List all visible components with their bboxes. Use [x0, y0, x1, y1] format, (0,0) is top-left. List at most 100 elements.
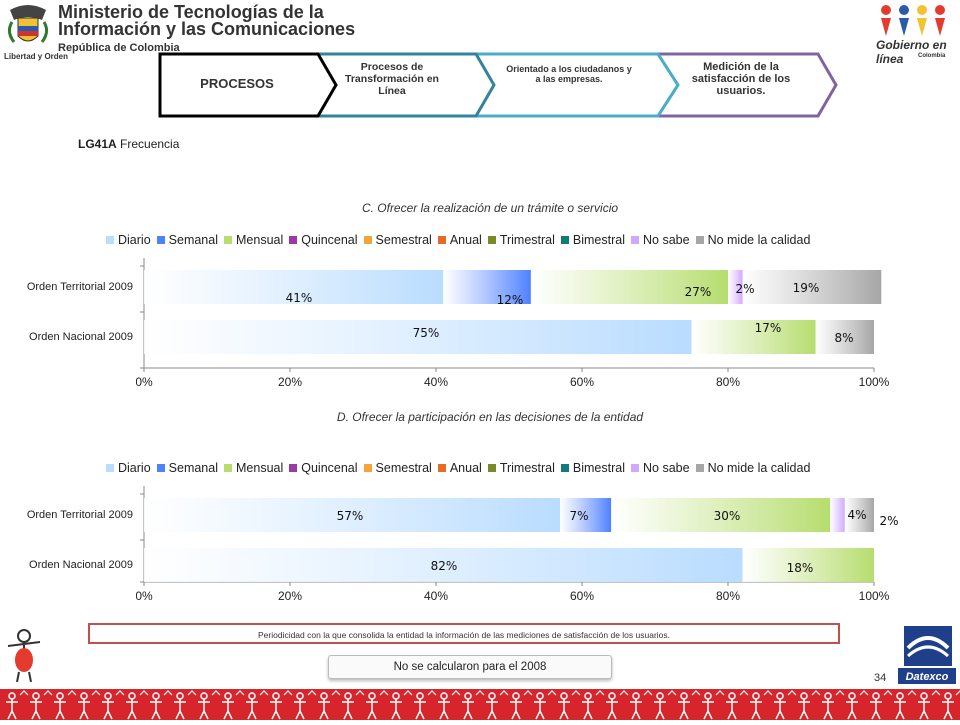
chart-c-row-label: Orden Nacional 2009 [29, 331, 133, 343]
mascot-figure [6, 628, 46, 683]
data-label: 4% [847, 508, 866, 522]
legend-swatch [363, 464, 372, 472]
x-tick-label: 40% [424, 589, 448, 603]
bar-segment [144, 270, 444, 304]
legend-label: Semestral [375, 233, 432, 247]
legend-label: Anual [449, 233, 482, 247]
legend-swatch [695, 464, 704, 472]
legend-item: No mide la calidad [695, 233, 811, 247]
footer-figure [126, 690, 149, 720]
data-label: 17% [755, 321, 782, 335]
process-bar [158, 52, 838, 118]
legend-label: Diario [118, 461, 151, 475]
question-label: LG41A Frecuencia [78, 137, 179, 151]
legend-item: Anual [437, 233, 482, 247]
footer-figure [54, 690, 77, 720]
x-tick-label: 20% [278, 589, 302, 603]
legend-label: No sabe [643, 233, 690, 247]
footer-figure [294, 690, 317, 720]
ministry-line-1: Ministerio de Tecnologías de la [58, 2, 324, 22]
footer-figure [654, 690, 677, 720]
data-label: 12% [497, 293, 524, 307]
footer-figure [846, 690, 869, 720]
bar-segment [611, 498, 831, 532]
footer-figure [798, 690, 821, 720]
process-step-0-shape [158, 52, 338, 118]
x-tick-label: 20% [278, 375, 302, 389]
footer-figure [246, 690, 269, 720]
datexco-logo: Datexco [896, 624, 958, 686]
footer-figure [198, 690, 221, 720]
legend-item: Semestral [363, 461, 432, 475]
legend-item: Diario [106, 461, 151, 475]
legend-swatch [437, 236, 446, 244]
legend-label: Quincenal [301, 233, 358, 247]
chart-d-legend: Diario Semanal Mensual Quincenal Semestral An… [106, 461, 886, 475]
legend-item: Diario [106, 233, 151, 247]
x-tick-label: 40% [424, 375, 448, 389]
legend-label: Bimestral [572, 233, 625, 247]
process-step-procesos: PROCESOS [200, 76, 274, 91]
chart-d-row-label: Orden Nacional 2009 [29, 559, 133, 571]
legend-item: Bimestral [560, 461, 625, 475]
legend-item: Bimestral [560, 233, 625, 247]
gobierno-en-linea-title: Gobierno en línea [876, 38, 947, 66]
process-step-medicion: Medición de la satisfacción de los usuar… [691, 61, 791, 97]
footer-pattern [0, 689, 960, 720]
process-step-transformacion: Procesos de Transformación en Línea [345, 61, 439, 97]
footer-figure [534, 690, 557, 720]
legend-swatch [156, 236, 165, 244]
footer-figure [822, 690, 845, 720]
legend-label: Quincenal [301, 461, 358, 475]
footer-figure [510, 690, 533, 720]
x-tick-label: 80% [716, 589, 740, 603]
question-code: LG41A [78, 137, 117, 151]
data-label: 7% [569, 509, 588, 523]
bar-segment [815, 320, 874, 354]
legend-label: Trimestral [499, 461, 555, 475]
x-tick-label: 60% [570, 589, 594, 603]
bar-segment [728, 270, 743, 304]
footer-figure [726, 690, 749, 720]
bar-segment [443, 270, 531, 304]
legend-label: Semanal [168, 233, 218, 247]
footer-figure [390, 690, 413, 720]
legend-label: Mensual [236, 233, 284, 247]
legend-swatch [224, 464, 232, 472]
gobierno-en-linea-subtitle: Colombia [918, 53, 946, 59]
legend-item: Trimestral [487, 233, 555, 247]
footer-figure [438, 690, 461, 720]
gobierno-en-linea-logo [878, 2, 948, 38]
footer-figure [102, 690, 125, 720]
legend-swatch [631, 464, 639, 472]
legend-swatch [560, 464, 569, 472]
chart-c-plot: 0% 20% 40% 60% 80% 100% 41% 12% 27% 2% 19% 75% 17% 8% [136, 258, 890, 389]
legend-item: Semanal [156, 233, 218, 247]
chart-d-title: D. Ofrecer la participación en las decis… [336, 410, 644, 424]
data-label: 82% [431, 559, 458, 573]
footer-figure [486, 690, 509, 720]
legend-swatch [560, 236, 569, 244]
footer-figure [582, 690, 605, 720]
chart-d-plot: 0% 20% 40% 60% 80% 100% 57% 7% 30% 4% 2% 82% 18% [136, 486, 899, 603]
legend-item: No mide la calidad [695, 461, 810, 475]
legend-swatch [363, 236, 372, 244]
legend-label: No mide la calidad [707, 233, 811, 247]
legend-label: Bimestral [572, 461, 625, 475]
footer-figure [222, 690, 245, 720]
footer-figure [342, 690, 365, 720]
legend-item: Quincenal [289, 461, 358, 475]
data-label: 8% [834, 331, 853, 345]
legend-item: Trimestral [487, 461, 555, 475]
legend-item: Anual [437, 461, 482, 475]
legend-item: Quincenal [289, 233, 358, 247]
footer-figure [606, 690, 629, 720]
no-calc-box: No se calcularon para el 2008 [328, 655, 612, 679]
data-label: 41% [286, 291, 313, 305]
legend-item: Mensual [224, 461, 283, 475]
note-box: Periodicidad con la que consolida la ent… [88, 623, 840, 644]
bar-segment [742, 548, 874, 582]
legend-swatch [487, 236, 496, 244]
legend-item: No sabe [631, 233, 690, 247]
data-label: 18% [787, 561, 814, 575]
